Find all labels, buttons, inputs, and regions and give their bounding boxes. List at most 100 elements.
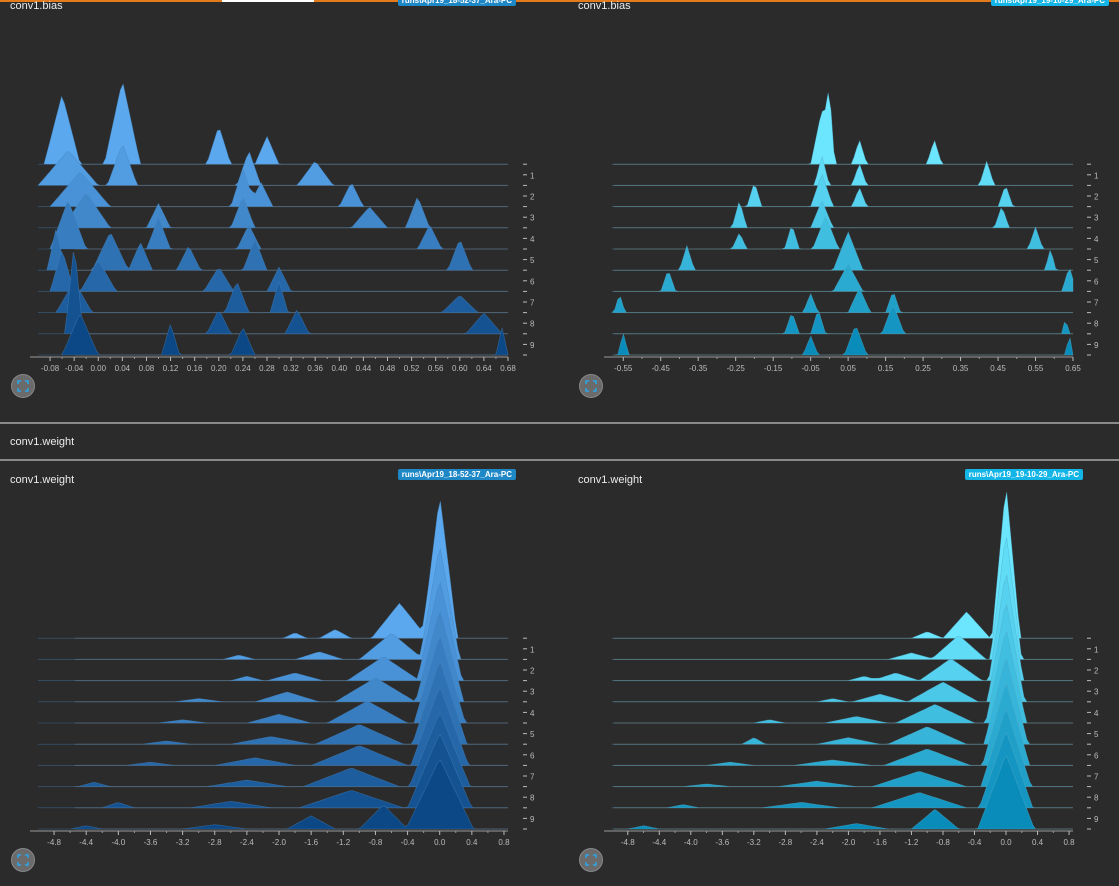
x-tick-label: 0.24 [235,364,251,373]
x-tick-label: -1.2 [905,838,919,847]
x-tick-label: 0.36 [307,364,323,373]
step-label: 1 [530,645,535,654]
step-label: 2 [530,193,535,202]
x-tick-label: 0.25 [915,364,931,373]
histogram-step-7 [38,280,508,313]
histogram-step-3 [38,611,508,703]
x-tick-label: -0.15 [764,364,783,373]
x-tick-label: -2.4 [810,838,824,847]
step-label: 8 [530,320,535,329]
histogram-step-9 [612,755,1073,830]
x-tick-label: 0.44 [356,364,372,373]
x-tick-label: -0.8 [936,838,950,847]
expand-icon [17,854,29,866]
step-label: 4 [1094,709,1099,718]
chart-title: conv1.weight [10,474,75,486]
histogram-step-5 [38,662,508,745]
histogram-step-9 [612,327,1074,356]
x-tick-label: 0.20 [211,364,227,373]
run-badge: runs\Apr19_19-10-29_Ara-PC [990,0,1109,6]
x-tick-label: -3.6 [144,838,158,847]
histogram-step-4 [612,630,1073,724]
x-tick-label: 0.00 [90,364,106,373]
x-tick-label: -4.4 [79,838,93,847]
step-label: 7 [1094,773,1099,782]
expand-button[interactable] [579,374,603,398]
x-tick-label: -0.4 [401,838,415,847]
step-label: 7 [530,773,535,782]
step-label: 5 [1094,256,1099,265]
step-label: 6 [530,277,535,286]
histogram-chart: 1 2 3 4 5 6 7 8 9 -4.8 -4.4 -4.0 -3.6 -3.2 -2.8 -2.4 -2.… [604,491,1099,847]
histogram-step-3 [38,194,508,229]
x-tick-label: -2.0 [842,838,856,847]
histogram-step-3 [612,200,1073,229]
x-tick-label: 0.4 [1032,838,1044,847]
histogram-chart: 1 2 3 4 5 6 7 8 9 -0.08 -0.04 0.00 0.04 0.08 0.12 0.16 0… [30,83,535,373]
x-tick-label: 0.08 [139,364,155,373]
x-tick-label: 0.8 [498,838,510,847]
x-tick-label: 0.16 [187,364,203,373]
histogram-chart: 1 2 3 4 5 6 7 8 9 -0.55 -0.45 -0.35 -0.25 -0.15 -0.05 0… [604,92,1099,373]
histogram-step-8 [612,306,1073,335]
step-label: 9 [1094,815,1099,824]
histogram-step-6 [612,683,1073,766]
x-tick-label: 0.15 [878,364,894,373]
histogram-step-6 [612,263,1074,292]
x-tick-label: -4.8 [621,838,635,847]
x-tick-label: 0.48 [380,364,396,373]
histogram-step-1 [612,155,1073,186]
histogram-step-7 [38,713,508,787]
x-tick-label: -0.05 [802,364,821,373]
step-label: 6 [1094,751,1099,760]
x-tick-label: 0.05 [840,364,856,373]
step-label: 6 [1094,277,1099,286]
histogram-step-2 [612,174,1073,207]
x-tick-label: -0.08 [41,364,60,373]
expand-button[interactable] [11,848,35,872]
step-label: 7 [530,299,535,308]
x-tick-label: 0.32 [283,364,299,373]
x-tick-label: 0.0 [434,838,446,847]
x-tick-label: -4.0 [684,838,698,847]
histogram-step-5 [38,229,508,271]
step-label: 8 [530,794,535,803]
step-label: 2 [1094,667,1099,676]
histogram-step-4 [38,636,508,724]
x-tick-label: -3.2 [747,838,761,847]
histogram-step-7 [612,708,1073,787]
expand-icon [585,380,597,392]
x-tick-label: 0.35 [953,364,969,373]
x-tick-label: -0.35 [689,364,708,373]
x-tick-label: -3.2 [176,838,190,847]
histogram-step-0 [612,92,1073,165]
histogram-step-0 [38,501,508,639]
x-tick-label: 0.45 [990,364,1006,373]
run-badge: runs\Apr19_18-52-37_Ara-PC [397,469,516,480]
x-tick-label: -2.8 [208,838,222,847]
histogram-panel-bias-run1: conv1.bias runs\Apr19_18-52-37_Ara-PC 1 2… [0,0,560,420]
histogram-step-0 [612,491,1073,639]
expand-button[interactable] [579,848,603,872]
chart-title: conv1.bias [578,0,631,12]
x-tick-label: 0.12 [163,364,179,373]
x-tick-label: -0.55 [614,364,633,373]
histogram-step-2 [38,169,508,207]
expand-icon [585,854,597,866]
x-tick-label: -0.25 [727,364,746,373]
histogram-step-1 [38,547,508,660]
histogram-step-2 [38,581,508,681]
expand-button[interactable] [11,374,35,398]
histogram-step-6 [38,687,508,766]
histogram-step-0 [38,83,508,165]
histogram-panel-weight-run1: conv1.weight runs\Apr19_18-52-37_Ara-PC … [0,469,560,886]
x-tick-label: 0.68 [500,364,516,373]
x-tick-label: 0.28 [259,364,275,373]
x-tick-label: -2.0 [272,838,286,847]
x-tick-label: 0.60 [452,364,468,373]
x-tick-label: 0.04 [115,364,131,373]
x-tick-label: 0.8 [1063,838,1075,847]
step-label: 3 [530,688,535,697]
step-label: 2 [1094,193,1099,202]
step-label: 6 [530,751,535,760]
